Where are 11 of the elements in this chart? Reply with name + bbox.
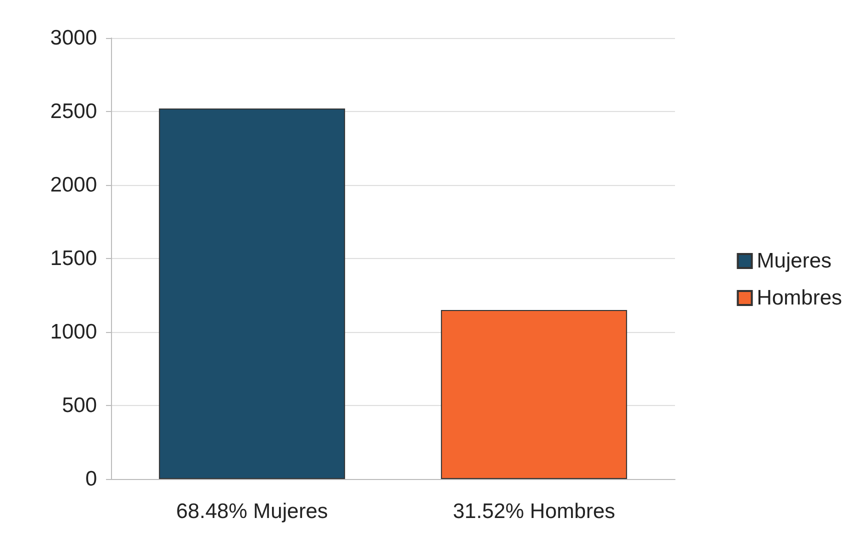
legend-label: Hombres: [756, 286, 842, 310]
y-tick-label: 0: [85, 468, 97, 490]
y-tick-label: 1500: [50, 247, 97, 270]
y-tick-label: 500: [62, 394, 97, 417]
y-tick-label: 2000: [50, 174, 97, 196]
x-tick-label: 31.52% Hombres: [452, 500, 616, 523]
y-tick-label: 2500: [50, 100, 97, 123]
y-tick-label: 3000: [50, 26, 97, 50]
x-tick-label: 68.48% Mujeres: [176, 500, 328, 523]
y-tick-label: 1000: [50, 320, 97, 344]
legend-label: Mujeres: [756, 250, 832, 272]
